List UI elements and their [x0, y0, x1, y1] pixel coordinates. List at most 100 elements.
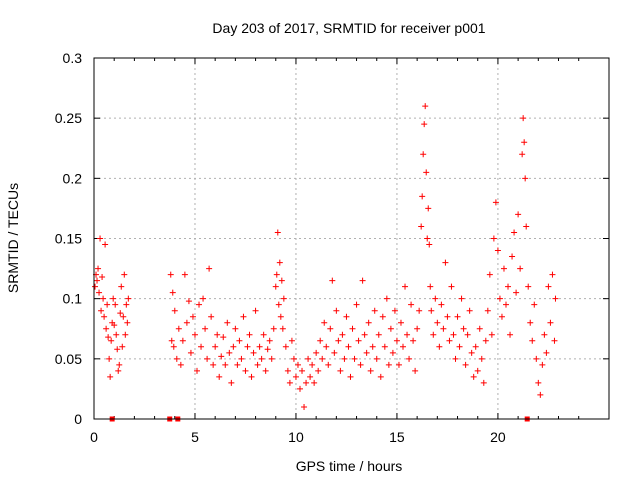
data-point	[335, 337, 342, 344]
data-point	[189, 313, 196, 320]
data-point	[270, 325, 277, 332]
grid-lines	[94, 58, 609, 419]
data-point	[438, 301, 445, 308]
data-point	[214, 331, 221, 338]
data-point	[474, 367, 481, 374]
data-point	[460, 325, 467, 332]
data-point	[274, 229, 281, 236]
data-point	[533, 355, 540, 362]
data-point	[301, 403, 308, 410]
data-point	[173, 355, 180, 362]
data-point	[468, 349, 475, 356]
data-point	[391, 307, 398, 314]
x-tick-label: 15	[389, 429, 405, 445]
data-point	[228, 379, 235, 386]
data-point	[494, 247, 501, 254]
data-point	[522, 175, 529, 182]
data-point	[305, 355, 312, 362]
data-point	[531, 301, 538, 308]
data-point	[355, 337, 362, 344]
data-point	[280, 295, 287, 302]
data-point	[515, 211, 522, 218]
data-point	[232, 325, 239, 332]
data-point	[529, 337, 536, 344]
data-point	[279, 325, 286, 332]
data-point	[234, 361, 241, 368]
data-point	[480, 379, 487, 386]
data-point	[436, 343, 443, 350]
data-point	[321, 319, 328, 326]
x-tick-label: 0	[90, 429, 98, 445]
data-point	[185, 298, 192, 305]
data-point	[187, 349, 194, 356]
data-point	[177, 361, 184, 368]
data-point	[450, 331, 457, 338]
data-point	[421, 121, 428, 128]
data-point	[361, 331, 368, 338]
data-point	[246, 331, 253, 338]
data-point	[503, 301, 509, 308]
data-point	[517, 265, 524, 272]
data-point	[543, 349, 550, 356]
data-point	[408, 301, 415, 308]
y-tick-label: 0.05	[55, 351, 82, 367]
data-point	[276, 259, 283, 266]
data-point	[520, 115, 527, 122]
data-point	[535, 379, 542, 386]
data-point	[323, 343, 330, 350]
data-point	[414, 325, 421, 332]
data-point	[236, 337, 243, 344]
data-point	[333, 307, 340, 314]
data-point	[377, 373, 384, 380]
data-point	[500, 265, 507, 272]
data-point	[486, 271, 493, 278]
data-point	[102, 241, 109, 248]
data-point	[419, 193, 426, 200]
data-point	[171, 307, 178, 314]
data-point	[484, 307, 491, 314]
data-point	[527, 319, 534, 326]
data-point	[181, 271, 188, 278]
y-axis-label: SRMTID / TECUs	[5, 183, 21, 293]
data-point	[238, 355, 245, 362]
data-point	[110, 295, 117, 302]
x-axis-label: GPS time / hours	[296, 458, 403, 474]
data-point	[339, 331, 346, 338]
data-point	[341, 355, 348, 362]
data-point	[490, 235, 497, 242]
data-point	[420, 151, 427, 158]
data-point	[375, 331, 382, 338]
x-tick-label: 20	[490, 429, 506, 445]
data-point	[216, 373, 223, 380]
data-point	[200, 295, 207, 302]
data-point	[168, 337, 175, 344]
data-point	[545, 283, 552, 290]
data-point	[123, 301, 130, 308]
data-point	[331, 349, 338, 356]
data-point	[537, 391, 544, 398]
data-point	[222, 361, 229, 368]
data-point	[268, 355, 275, 362]
data-point	[262, 367, 269, 374]
data-point	[94, 277, 101, 284]
data-point	[387, 325, 394, 332]
data-point	[112, 301, 119, 308]
data-point	[422, 103, 429, 110]
data-point	[319, 355, 326, 362]
data-point	[230, 343, 237, 350]
data-point	[509, 253, 516, 260]
data-point	[452, 355, 459, 362]
data-point	[286, 379, 293, 386]
data-point	[552, 295, 559, 302]
data-point	[395, 361, 402, 368]
axis-ticks: 0 5 10 15 20 0 0.05 0.1 0.15 0.2 0.25 0.3	[55, 50, 609, 445]
data-point	[363, 349, 370, 356]
data-point	[456, 343, 463, 350]
data-point	[412, 367, 419, 374]
data-point	[224, 319, 231, 326]
data-point	[349, 325, 356, 332]
data-point	[303, 379, 310, 386]
data-point	[448, 283, 455, 290]
data-point	[353, 301, 360, 308]
data-point	[444, 313, 451, 320]
